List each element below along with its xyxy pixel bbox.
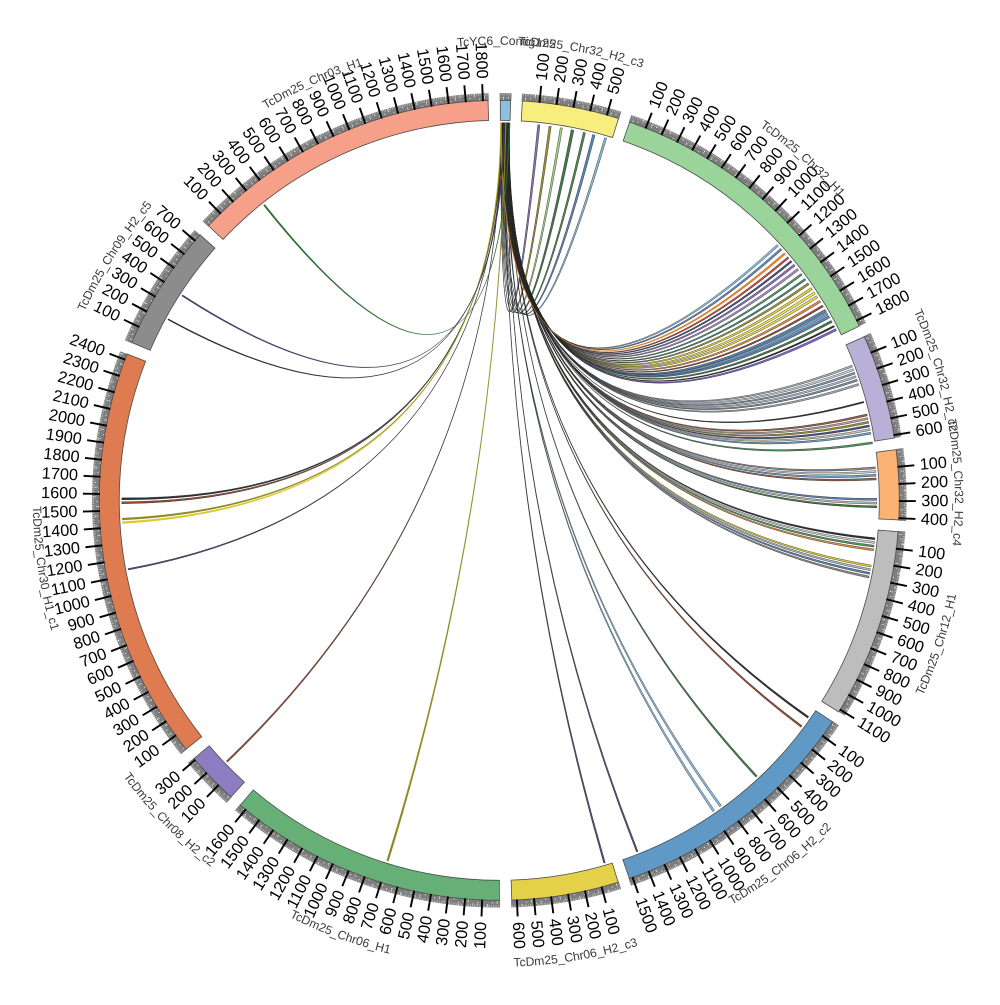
svg-text:1600: 1600: [41, 484, 78, 503]
svg-text:100: 100: [471, 922, 490, 950]
svg-text:200: 200: [452, 920, 472, 949]
svg-text:1500: 1500: [41, 503, 78, 522]
svg-text:600: 600: [509, 921, 528, 949]
svg-text:1700: 1700: [41, 464, 78, 484]
svg-text:300: 300: [921, 492, 948, 510]
svg-text:100: 100: [919, 454, 948, 474]
svg-text:400: 400: [545, 918, 566, 947]
svg-text:400: 400: [920, 510, 948, 529]
svg-text:500: 500: [527, 920, 547, 949]
svg-text:300: 300: [433, 918, 454, 947]
svg-text:1800: 1800: [43, 445, 81, 467]
svg-text:200: 200: [921, 473, 949, 492]
svg-text:1400: 1400: [42, 521, 79, 541]
svg-text:100: 100: [533, 53, 554, 82]
